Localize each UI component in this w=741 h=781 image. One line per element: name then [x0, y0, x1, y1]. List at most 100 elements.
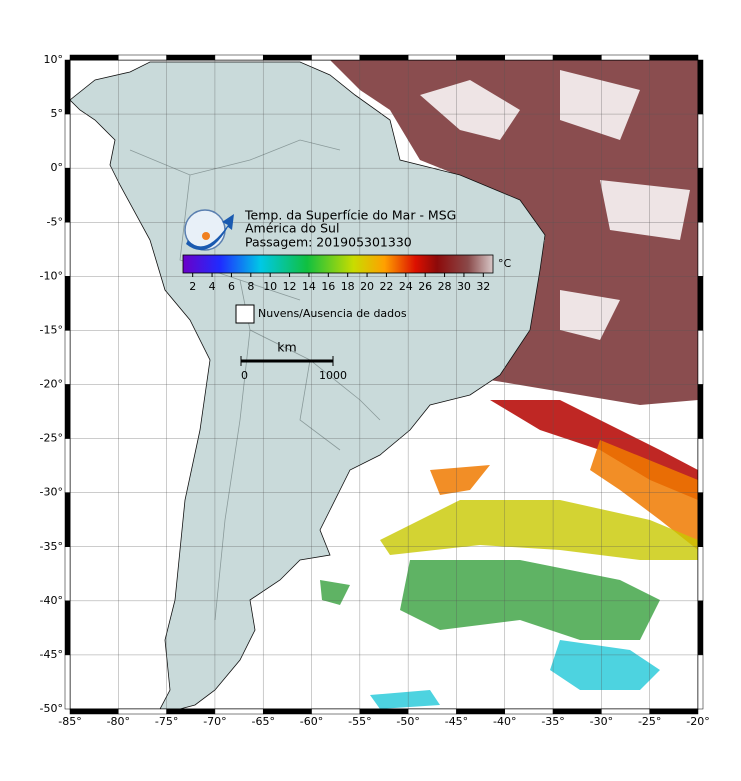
frame-bar [64, 330, 71, 385]
frame-bar [601, 708, 650, 715]
frame-bar [64, 113, 71, 169]
frame-bar [697, 546, 704, 602]
logo [184, 209, 234, 251]
frame-bar [456, 708, 506, 715]
frame-bar [552, 708, 602, 715]
colorbar-tick-label: 30 [457, 280, 471, 293]
scale-unit: km [277, 340, 296, 355]
frame-bar [64, 167, 71, 223]
lon-tick-label: -85° [58, 715, 81, 728]
frame-bar [697, 222, 704, 277]
scale-label: 1000 [319, 369, 347, 382]
sst-cyan [370, 640, 660, 709]
lat-tick-label: -35° [40, 540, 63, 553]
colorbar-tick-label: 2 [189, 280, 196, 293]
frame-bar [359, 708, 409, 715]
frame-bar [649, 708, 699, 715]
frame-bar [64, 600, 71, 656]
lon-tick-label: -60° [300, 715, 323, 728]
frame-bar [69, 708, 119, 715]
frame-bar [697, 492, 704, 547]
frame-bar [64, 384, 71, 439]
frame-bar [262, 708, 312, 715]
colorbar-ticks: 2 4 6 8 10 12 14 16 18 20 22 24 26 28 30 32 [189, 273, 490, 293]
lat-tick-label: -30° [40, 486, 63, 499]
frame-bar [64, 276, 71, 331]
lat-tick-label: -20° [40, 378, 63, 391]
lon-tick-label: -75° [155, 715, 178, 728]
colorbar-tick-label: 8 [247, 280, 254, 293]
frame-bar [166, 54, 216, 61]
frame-bar [166, 708, 216, 715]
frame-bar [649, 54, 699, 61]
colorbar-tick-label: 22 [379, 280, 393, 293]
sst-green [320, 560, 660, 640]
colorbar-tick-label: 20 [360, 280, 374, 293]
lon-tick-label: -65° [251, 715, 274, 728]
frame-bar [407, 708, 457, 715]
colorbar [182, 254, 494, 274]
scale-bar: 0 1000 [240, 356, 347, 382]
frame-bars: -85° -80° -75° -70° -65° -60° -55° -50° -45° -40°… [40, 53, 710, 728]
lat-tick-label: -50° [40, 702, 63, 715]
colorbar-tick-label: 12 [283, 280, 297, 293]
frame-bar [407, 54, 457, 61]
frame-bar [214, 708, 264, 715]
lat-tick-label: -25° [40, 432, 63, 445]
region: América do Sul [245, 221, 339, 236]
frame-bar [456, 54, 506, 61]
colorbar-tick-label: 32 [476, 280, 490, 293]
lon-tick-label: -45° [445, 715, 468, 728]
frame-bar [118, 708, 167, 715]
lat-tick-label: 10° [44, 53, 64, 66]
frame-bar [118, 54, 167, 61]
sst-clouds [420, 70, 690, 340]
lat-tick-label: -15° [40, 323, 63, 336]
frame-bar [697, 276, 704, 331]
frame-bar [697, 167, 704, 223]
frame-bar [697, 654, 704, 710]
title: Temp. da Superfície do Mar - MSG [244, 208, 456, 223]
colorbar-tick-label: 4 [209, 280, 216, 293]
frame-bar [64, 492, 71, 547]
scale-label: 0 [241, 369, 248, 382]
lat-tick-label: -40° [40, 594, 63, 607]
lon-tick-label: -70° [203, 715, 226, 728]
lon-tick-label: -30° [590, 715, 613, 728]
lat-tick-label: -5° [47, 215, 63, 228]
frame-bar [64, 546, 71, 602]
frame-bar [214, 54, 264, 61]
frame-bar [504, 54, 554, 61]
pass-time: Passagem: 201905301330 [245, 235, 412, 250]
colorbar-tick-label: 16 [321, 280, 335, 293]
frame-bar [697, 384, 704, 439]
frame-bar [697, 330, 704, 385]
frame-bar [64, 438, 71, 493]
frame-bar [64, 222, 71, 277]
colorbar-tick-label: 18 [341, 280, 355, 293]
colorbar-tick-label: 14 [302, 280, 316, 293]
frame-bar [311, 54, 361, 61]
lon-tick-label: -50° [396, 715, 419, 728]
frame-bar [69, 54, 119, 61]
frame-bar [64, 59, 71, 115]
frame-bar [697, 59, 704, 115]
legend-label: Nuvens/Ausencia de dados [258, 307, 407, 320]
frame-bar [552, 54, 602, 61]
colorbar-tick-label: 10 [263, 280, 277, 293]
frame-bar [311, 708, 361, 715]
colorbar-unit: °C [498, 257, 512, 270]
lon-tick-label: -80° [107, 715, 130, 728]
frame-bar [359, 54, 409, 61]
lat-tick-label: -10° [40, 269, 63, 282]
lon-tick-label: -35° [541, 715, 564, 728]
colorbar-tick-label: 28 [438, 280, 452, 293]
colorbar-tick-label: 6 [228, 280, 235, 293]
frame-bar [64, 654, 71, 710]
lon-tick-label: -25° [638, 715, 661, 728]
sst-orange [430, 440, 698, 550]
frame-bar [262, 54, 312, 61]
frame-bar [697, 600, 704, 656]
colorbar-tick-label: 24 [399, 280, 413, 293]
